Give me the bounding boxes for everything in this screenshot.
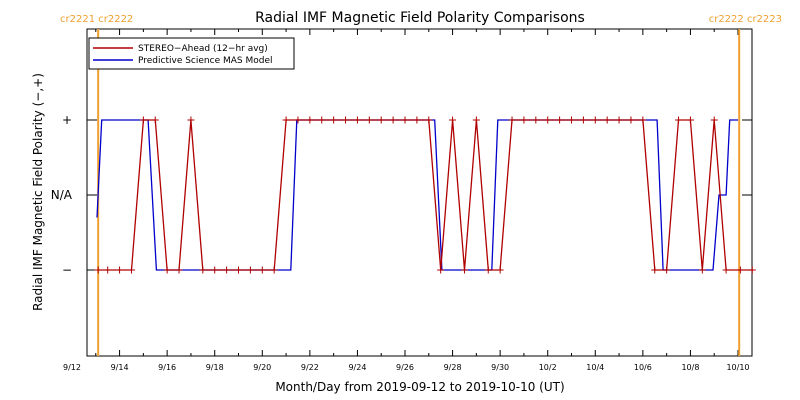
stereo-data-point [568, 116, 575, 124]
x-tick-label: 9/16 [158, 363, 176, 372]
stereo-polarity-line [98, 119, 753, 271]
stereo-data-point [139, 116, 147, 124]
stereo-data-point [425, 116, 433, 124]
stereo-data-point [686, 116, 694, 124]
stereo-data-point [116, 266, 124, 274]
stereo-data-point [377, 116, 385, 124]
chart-title: Radial IMF Magnetic Field Polarity Compa… [255, 10, 585, 26]
stereo-data-point [496, 266, 504, 274]
y-tick-label: N/A [51, 188, 73, 202]
series-layer [94, 116, 756, 274]
stereo-data-point [104, 266, 112, 274]
stereo-data-point [127, 266, 135, 274]
stereo-data-point [663, 266, 671, 274]
x-tick-label: 9/26 [396, 363, 414, 372]
stereo-data-point [722, 266, 730, 274]
x-tick-label: 9/18 [206, 363, 224, 372]
x-axis-title: Month/Day from 2019-09-12 to 2019-10-10 … [275, 380, 564, 394]
stereo-data-point [235, 266, 242, 274]
x-tick-label: 9/20 [253, 363, 271, 372]
stereo-data-point [306, 116, 314, 124]
stereo-data-point [544, 116, 552, 124]
stereo-data-point [437, 266, 445, 274]
stereo-data-point [246, 266, 254, 274]
stereo-data-point [520, 116, 528, 124]
legend-label-stereo: STEREO−Ahead (12−hr avg) [138, 44, 268, 54]
stereo-data-point [460, 266, 468, 274]
x-tick-label: 9/14 [111, 363, 129, 372]
stereo-data-point [294, 116, 302, 124]
carrington-label: cr2221 cr2222 [60, 14, 133, 25]
stereo-data-point [389, 116, 397, 124]
axis-ticks: 9/12 9/14 9/16 9/18 9/20 9/22 9/24 9/26 9/28 9/30… [51, 29, 752, 372]
stereo-data-point [353, 116, 361, 124]
stereo-data-point [591, 116, 599, 124]
x-tick-label: 10/10 [726, 363, 749, 372]
x-tick-label: 10/2 [539, 363, 557, 372]
stereo-data-point [484, 266, 492, 274]
stereo-data-point [736, 266, 744, 274]
x-tick-label: 9/22 [301, 363, 319, 372]
stereo-data-point [579, 116, 587, 124]
stereo-data-point [615, 116, 623, 124]
stereo-data-point [413, 116, 421, 124]
x-tick-label: 9/30 [491, 363, 509, 372]
stereo-data-point [330, 116, 338, 124]
y-axis-title: Radial IMF Magnetic Field Polarity (−,+) [31, 73, 45, 311]
stereo-data-point [508, 116, 516, 124]
stereo-data-point [532, 116, 540, 124]
stereo-data-point [449, 116, 457, 124]
stereo-data-point [365, 116, 373, 124]
stereo-data-point [163, 266, 171, 274]
stereo-data-point [211, 266, 219, 274]
stereo-data-point [698, 266, 706, 274]
stereo-data-point [151, 116, 159, 124]
stereo-data-point [748, 266, 756, 274]
stereo-data-point [199, 266, 207, 274]
stereo-data-point [258, 266, 266, 274]
stereo-data-point [282, 116, 290, 124]
stereo-data-point [627, 116, 635, 124]
stereo-data-point [318, 116, 326, 124]
stereo-data-point [710, 116, 718, 124]
y-tick-label: + [62, 113, 72, 127]
legend: STEREO−Ahead (12−hr avg) Predictive Scie… [88, 37, 295, 70]
stereo-data-point [472, 116, 480, 124]
x-tick-label: 9/28 [444, 363, 462, 372]
x-tick-label: 9/24 [348, 363, 366, 372]
carrington-label: cr2222 cr2223 [709, 14, 782, 25]
stereo-data-point [175, 266, 183, 274]
y-tick-label: − [62, 263, 72, 277]
legend-label-mas-model: Predictive Science MAS Model [138, 56, 273, 66]
stereo-data-point [270, 266, 278, 274]
x-tick-label: 10/6 [634, 363, 652, 372]
stereo-data-point [556, 116, 564, 124]
stereo-data-point [639, 116, 647, 124]
legend-box [88, 37, 295, 70]
stereo-data-point [94, 266, 102, 274]
stereo-data-point [651, 266, 659, 274]
plot-frame [86, 28, 753, 357]
stereo-data-point [401, 116, 409, 124]
x-tick-label: 10/4 [586, 363, 604, 372]
stereo-data-point [342, 116, 350, 124]
stereo-data-point [223, 266, 231, 274]
stereo-data-point [603, 116, 611, 124]
x-tick-label: 10/8 [681, 363, 699, 372]
stereo-data-point [187, 116, 195, 124]
x-tick-label: 9/12 [63, 363, 81, 372]
stereo-data-point [675, 116, 683, 124]
